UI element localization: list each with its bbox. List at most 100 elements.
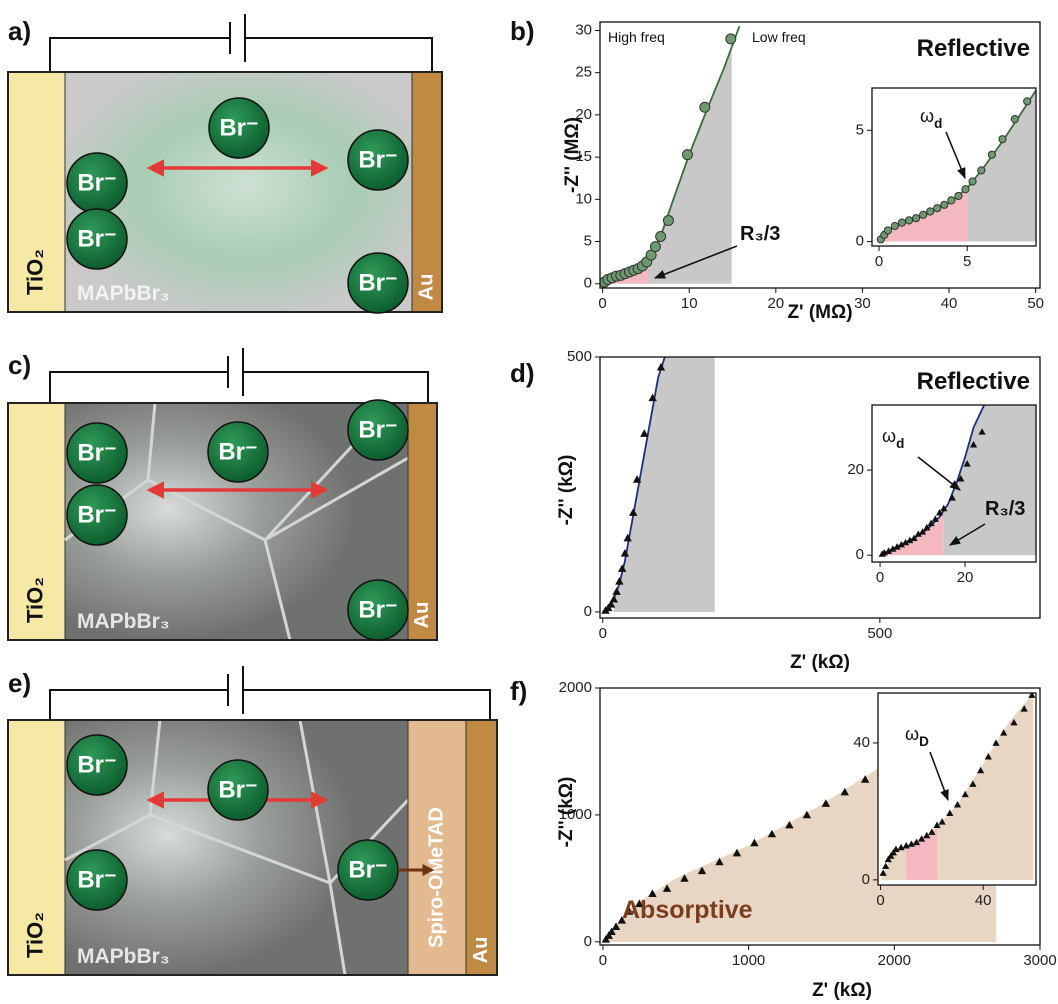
ion-label: Br⁻ bbox=[358, 269, 397, 296]
y-tick-label: 0 bbox=[584, 933, 592, 950]
layer-label: Spiro-OMeTAD bbox=[425, 807, 447, 948]
layer-label: TiO₂ bbox=[22, 912, 47, 958]
data-point bbox=[978, 167, 985, 174]
data-point bbox=[656, 231, 666, 241]
annotation: Reflective bbox=[917, 368, 1030, 395]
data-point bbox=[988, 151, 995, 158]
ion-label: Br⁻ bbox=[77, 501, 116, 528]
data-point bbox=[663, 215, 673, 225]
annotation-symbol: ω bbox=[920, 106, 934, 126]
annotation-symbol: ω bbox=[882, 426, 896, 446]
annotation: Absorptive bbox=[622, 896, 753, 924]
ion-label: Br⁻ bbox=[358, 146, 397, 173]
data-point bbox=[682, 150, 692, 160]
plot-area bbox=[599, 26, 739, 287]
x-tick-label: 0 bbox=[876, 892, 884, 909]
data-point bbox=[905, 217, 912, 224]
data-point bbox=[999, 136, 1006, 143]
layer-label: MAPbBr₃ bbox=[77, 610, 170, 633]
data-point bbox=[700, 102, 710, 112]
ion-label: Br⁻ bbox=[219, 114, 258, 141]
ion-label: Br⁻ bbox=[358, 596, 397, 623]
circuit-wire bbox=[50, 372, 428, 403]
data-point bbox=[941, 201, 948, 208]
ion-label: Br⁻ bbox=[77, 866, 116, 893]
x-tick-label: 30 bbox=[854, 295, 871, 312]
annotation: R₃/3 bbox=[985, 498, 1025, 520]
ion-label: Br⁻ bbox=[348, 856, 387, 883]
panel-label: b) bbox=[510, 16, 535, 46]
circuit-wire bbox=[50, 690, 490, 720]
layer-label: Au bbox=[470, 937, 492, 964]
annotation: Reflective bbox=[917, 35, 1030, 62]
x-tick-label: 2000 bbox=[878, 952, 911, 969]
ion-label: Br⁻ bbox=[218, 438, 257, 465]
x-axis-label: Z' (kΩ) bbox=[790, 652, 850, 673]
x-tick-label: 0 bbox=[598, 295, 606, 312]
data-point bbox=[962, 186, 969, 193]
data-point bbox=[912, 215, 919, 222]
data-point bbox=[955, 192, 962, 199]
data-point bbox=[1011, 116, 1018, 123]
data-point bbox=[884, 227, 891, 234]
y-axis-label: -Z'' (kΩ) bbox=[556, 777, 577, 848]
shaded-region bbox=[649, 47, 732, 283]
panel-label: f) bbox=[510, 676, 527, 706]
y-tick-label: 30 bbox=[575, 21, 592, 38]
x-tick-label: 40 bbox=[975, 892, 992, 909]
ion-label: Br⁻ bbox=[218, 776, 257, 803]
panel-label: e) bbox=[8, 668, 31, 698]
y-tick-label: 25 bbox=[575, 64, 592, 81]
plot-area bbox=[601, 357, 714, 614]
data-point bbox=[948, 197, 955, 204]
annotation: Low freq bbox=[752, 29, 806, 45]
data-point bbox=[726, 34, 736, 44]
layer-label: TiO₂ bbox=[22, 577, 47, 623]
data-point bbox=[891, 222, 898, 229]
y-axis-label: -Z'' (kΩ) bbox=[556, 455, 577, 526]
x-tick-label: 0 bbox=[875, 253, 883, 270]
data-point bbox=[1024, 98, 1031, 105]
panel-label: a) bbox=[8, 16, 31, 46]
shaded-region bbox=[614, 357, 715, 612]
ion-label: Br⁻ bbox=[77, 751, 116, 778]
y-tick-label: 2000 bbox=[559, 679, 592, 696]
x-axis-label: Z' (kΩ) bbox=[812, 980, 872, 1001]
annotation-subscript: D bbox=[919, 734, 929, 749]
x-tick-label: 40 bbox=[941, 295, 958, 312]
annotation: R₃/3 bbox=[740, 223, 780, 245]
layer-label: MAPbBr₃ bbox=[77, 945, 170, 968]
y-tick-label: 0 bbox=[584, 275, 592, 292]
panel-label: d) bbox=[510, 358, 535, 388]
x-tick-label: 0 bbox=[599, 625, 607, 642]
data-point bbox=[934, 205, 941, 212]
data-point bbox=[650, 242, 660, 252]
annotation-symbol: ω bbox=[905, 724, 919, 744]
data-point bbox=[920, 211, 927, 218]
data-point bbox=[927, 208, 934, 215]
layer-label: TiO₂ bbox=[22, 249, 47, 295]
annotation-subscript: d bbox=[896, 436, 904, 451]
x-tick-label: 500 bbox=[867, 625, 892, 642]
layer-label: MAPbBr₃ bbox=[77, 282, 170, 305]
ion-label: Br⁻ bbox=[77, 439, 116, 466]
circuit-wire bbox=[50, 38, 432, 72]
y-tick-label: 20 bbox=[847, 461, 864, 478]
x-axis-label: Z' (MΩ) bbox=[787, 302, 852, 323]
y-tick-label: 5 bbox=[856, 121, 864, 138]
x-tick-label: 50 bbox=[1027, 295, 1044, 312]
annotation: High freq bbox=[608, 29, 665, 45]
x-tick-label: 20 bbox=[767, 295, 784, 312]
x-tick-label: 0 bbox=[876, 569, 884, 586]
y-tick-label: 0 bbox=[584, 603, 592, 620]
y-tick-label: 40 bbox=[853, 734, 870, 751]
y-axis-label: -Z'' (MΩ) bbox=[562, 117, 583, 193]
ion-label: Br⁻ bbox=[358, 416, 397, 443]
ion-label: Br⁻ bbox=[77, 225, 116, 252]
x-tick-label: 3000 bbox=[1023, 952, 1056, 969]
layer-label: Au bbox=[411, 602, 433, 629]
x-tick-label: 10 bbox=[681, 295, 698, 312]
y-tick-label: 0 bbox=[856, 546, 864, 563]
figure: a)TiO₂MAPbBr₃AuBr⁻Br⁻Br⁻Br⁻Br⁻c)TiO₂MAPb… bbox=[0, 0, 1058, 1004]
x-tick-label: 0 bbox=[599, 952, 607, 969]
